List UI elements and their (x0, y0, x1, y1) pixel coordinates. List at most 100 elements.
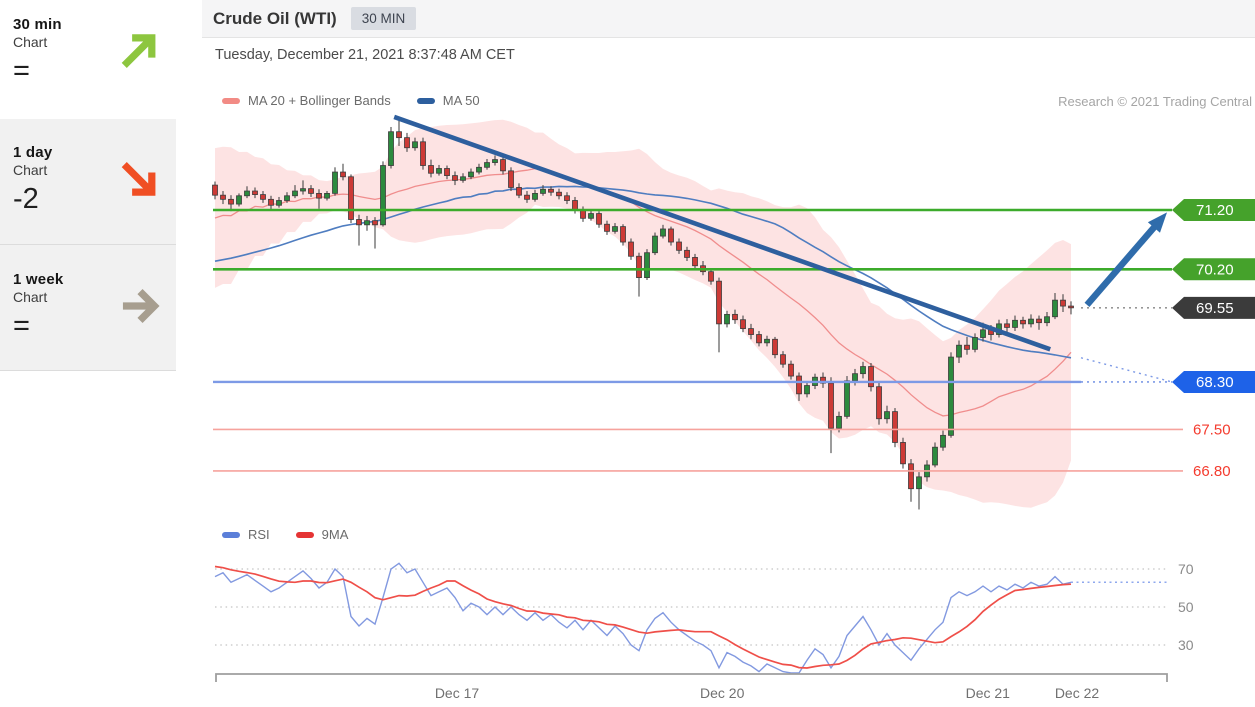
interval-badge: 30 MIN (350, 7, 417, 30)
legend-item-ma50: MA 50 (416, 93, 480, 108)
candle-up (932, 446, 938, 466)
candle-up (836, 415, 842, 429)
candle-down (868, 366, 874, 388)
candle-down (348, 176, 354, 220)
candle-down (788, 363, 794, 377)
candle-up (764, 338, 770, 344)
rsi-tick-label-30: 30 (1178, 637, 1194, 653)
candle-down (796, 375, 802, 395)
sidebar-item-30min[interactable]: 30 min Chart = (0, 0, 176, 119)
ma9-swatch-icon (295, 531, 314, 538)
candle-down (220, 194, 226, 200)
candle-down (772, 338, 778, 356)
candle-down (564, 195, 570, 201)
candle-up (332, 171, 338, 194)
candle-down (828, 382, 834, 429)
candle-up (804, 385, 810, 395)
price-badge-71.20 (1172, 199, 1255, 221)
candle-down (524, 194, 530, 200)
candle-up (364, 220, 370, 226)
candle-down (716, 280, 722, 325)
candle-down (780, 354, 786, 365)
score-value: -2 (13, 183, 39, 215)
timeframe-label: 1 day (13, 144, 53, 161)
timeframe-sidebar: 30 min Chart = 1 day Chart -2 1 week Cha… (0, 0, 176, 707)
chart-label: Chart (13, 34, 48, 50)
level-label-66.80: 66.80 (1193, 463, 1231, 480)
candle-down (596, 213, 602, 225)
candle-down (508, 170, 514, 188)
price-badge-label-68.30: 68.30 (1196, 374, 1234, 391)
candle-down (252, 190, 258, 195)
ma50-projection-dotted (1080, 357, 1173, 383)
rsi-9ma-line (214, 565, 1072, 669)
candle-down (756, 334, 762, 344)
candle-down (572, 200, 578, 211)
chart-label: Chart (13, 162, 48, 178)
candle-down (604, 223, 610, 232)
candle-up (284, 195, 290, 201)
candle-up (540, 188, 546, 194)
candle-up (948, 356, 954, 436)
candle-up (532, 192, 538, 200)
trend-right-icon (110, 285, 170, 370)
candle-down (668, 228, 674, 243)
candle-up (1052, 299, 1058, 318)
candle-up (1044, 316, 1050, 324)
rsi-swatch-icon (222, 531, 240, 538)
sidebar-item-1day[interactable]: 1 day Chart -2 (0, 119, 176, 244)
candle-down (1020, 319, 1026, 325)
candle-up (612, 226, 618, 232)
candle-down (268, 198, 274, 206)
candle-down (404, 137, 410, 149)
candle-down (340, 171, 346, 178)
chart-label: Chart (13, 289, 48, 305)
research-copyright: Research © 2021 Trading Central (1058, 94, 1252, 109)
candle-down (260, 194, 266, 200)
main-price-chart[interactable]: 71.20 70.20 69.55 68.30 67.50 66.80 (202, 108, 1255, 515)
candle-up (588, 213, 594, 219)
candle-down (692, 257, 698, 267)
candle-down (628, 241, 634, 257)
timeframe-label: 1 week (13, 271, 64, 288)
candle-up (644, 252, 650, 279)
rsi-line (214, 562, 1072, 674)
candle-down (964, 344, 970, 350)
x-axis-label: Dec 22 (1055, 685, 1100, 701)
candle-up (476, 166, 482, 173)
main-chart-legend: MA 20 + Bollinger Bands MA 50 (222, 93, 480, 108)
candle-up (852, 373, 858, 382)
x-axis-label: Dec 21 (966, 685, 1011, 701)
score-value: = (13, 55, 30, 87)
rsi-indicator-chart[interactable]: 70 50 30 Dec 17 Dec 20 Dec 21 Dec 22 (202, 545, 1255, 707)
candle-down (308, 188, 314, 194)
candle-down (372, 220, 378, 226)
candle-up (940, 434, 946, 448)
sidebar-item-1week[interactable]: 1 week Chart = (0, 244, 176, 371)
candle-up (300, 188, 306, 192)
timestamp: Tuesday, December 21, 2021 8:37:48 AM CE… (215, 47, 515, 63)
trend-up-right-icon (110, 30, 170, 119)
candle-down (228, 198, 234, 205)
score-value: = (13, 310, 30, 342)
bullish-arrow-head (1147, 212, 1167, 233)
candle-down (1060, 299, 1066, 307)
candle-up (412, 141, 418, 149)
candle-down (1036, 318, 1042, 324)
candle-down (892, 411, 898, 443)
candle-down (636, 255, 642, 279)
rsi-legend: RSI 9MA (222, 527, 348, 542)
candle-up (916, 476, 922, 490)
candle-down (676, 241, 682, 251)
candle-up (844, 380, 850, 417)
candle-down (620, 226, 626, 243)
x-axis-label: Dec 20 (700, 685, 745, 701)
candle-down (708, 271, 714, 282)
candle-down (316, 192, 322, 199)
candle-down (420, 141, 426, 166)
candle-down (900, 442, 906, 465)
price-badge-label-70.20: 70.20 (1196, 261, 1234, 278)
price-badge-label-69.55: 69.55 (1196, 300, 1234, 317)
candle-up (956, 344, 962, 358)
